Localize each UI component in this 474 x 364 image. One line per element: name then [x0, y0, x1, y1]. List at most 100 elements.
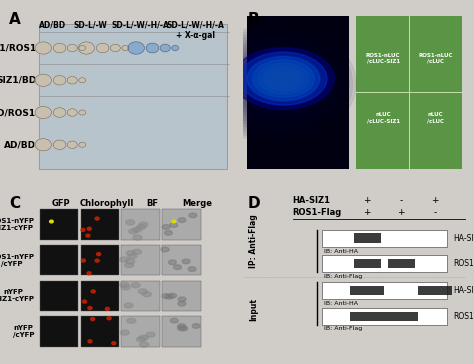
Text: IB: Anti-Flag: IB: Anti-Flag	[324, 274, 363, 279]
Ellipse shape	[137, 337, 146, 342]
Circle shape	[128, 42, 144, 54]
Ellipse shape	[133, 227, 142, 232]
Circle shape	[53, 140, 66, 150]
Ellipse shape	[240, 52, 327, 105]
Bar	[322, 282, 447, 299]
Circle shape	[67, 76, 77, 84]
Ellipse shape	[164, 230, 173, 235]
Bar	[162, 316, 201, 347]
Ellipse shape	[168, 260, 176, 265]
Ellipse shape	[120, 282, 129, 287]
Circle shape	[82, 300, 87, 303]
Text: D: D	[247, 196, 260, 211]
Circle shape	[231, 50, 322, 118]
Circle shape	[95, 259, 99, 262]
Text: AD/ROS1: AD/ROS1	[0, 108, 36, 117]
Text: Input: Input	[249, 298, 258, 321]
Circle shape	[172, 220, 175, 223]
Bar	[121, 209, 160, 240]
Ellipse shape	[124, 303, 133, 308]
Circle shape	[105, 307, 109, 310]
Bar	[322, 255, 447, 272]
Bar	[121, 316, 160, 347]
Bar	[384, 312, 418, 321]
Text: IB: Anti-HA: IB: Anti-HA	[324, 301, 358, 306]
Circle shape	[91, 290, 95, 293]
Circle shape	[228, 47, 325, 120]
Circle shape	[238, 55, 315, 112]
Circle shape	[225, 45, 329, 123]
Ellipse shape	[127, 318, 136, 323]
Circle shape	[78, 42, 94, 54]
Circle shape	[79, 110, 86, 115]
Bar	[350, 312, 384, 321]
Ellipse shape	[233, 48, 334, 110]
Bar	[121, 281, 160, 311]
Ellipse shape	[178, 301, 186, 306]
Ellipse shape	[126, 250, 135, 256]
Ellipse shape	[173, 265, 182, 269]
Circle shape	[53, 108, 66, 117]
Text: B: B	[247, 12, 259, 27]
Text: SIZ1/ROS1: SIZ1/ROS1	[0, 44, 36, 52]
Text: Chlorophyll: Chlorophyll	[80, 199, 134, 208]
Circle shape	[172, 46, 179, 51]
Bar	[322, 230, 447, 247]
Ellipse shape	[182, 259, 190, 264]
Circle shape	[160, 44, 170, 52]
Ellipse shape	[133, 235, 142, 240]
Bar	[81, 245, 119, 276]
Text: AD/BD: AD/BD	[4, 140, 36, 149]
Ellipse shape	[142, 292, 152, 297]
Circle shape	[79, 142, 86, 147]
Ellipse shape	[128, 254, 137, 259]
Ellipse shape	[138, 289, 147, 294]
Ellipse shape	[126, 220, 135, 225]
Ellipse shape	[170, 318, 178, 323]
Circle shape	[218, 40, 336, 128]
Bar	[418, 286, 452, 296]
Ellipse shape	[139, 335, 148, 340]
Text: SD-L/-W/-H/-A
+ X-α-gal: SD-L/-W/-H/-A + X-α-gal	[166, 21, 224, 40]
Circle shape	[35, 106, 51, 119]
Circle shape	[35, 74, 51, 86]
Ellipse shape	[274, 73, 292, 84]
Bar	[354, 233, 381, 243]
Ellipse shape	[269, 70, 298, 87]
Circle shape	[197, 24, 356, 143]
Text: SIZ1/BD: SIZ1/BD	[0, 76, 36, 85]
Bar	[40, 245, 78, 276]
Ellipse shape	[128, 229, 138, 234]
Text: AD/BD: AD/BD	[39, 21, 66, 30]
Text: Merge: Merge	[182, 199, 212, 208]
Circle shape	[245, 60, 309, 107]
Bar	[162, 209, 201, 240]
Circle shape	[110, 44, 120, 52]
Text: HA-SIZ1: HA-SIZ1	[454, 234, 474, 243]
Text: ROS1-Flag: ROS1-Flag	[454, 259, 474, 268]
Text: -: -	[434, 208, 437, 217]
Text: ROS1-nLUC
/cLUC-SIZ1: ROS1-nLUC /cLUC-SIZ1	[366, 53, 401, 64]
Text: BF: BF	[146, 199, 158, 208]
Circle shape	[95, 217, 99, 220]
Circle shape	[79, 78, 86, 83]
Ellipse shape	[133, 249, 142, 254]
Circle shape	[204, 29, 349, 138]
Text: SD-L/-W/-H/-A: SD-L/-W/-H/-A	[112, 21, 170, 30]
Text: +: +	[431, 196, 439, 205]
Ellipse shape	[169, 293, 177, 298]
Ellipse shape	[178, 324, 185, 328]
Text: +: +	[364, 208, 371, 217]
Circle shape	[67, 109, 77, 116]
Ellipse shape	[180, 326, 188, 331]
Bar	[350, 286, 384, 296]
Bar	[356, 16, 463, 169]
Circle shape	[242, 58, 312, 110]
Circle shape	[112, 342, 116, 345]
Circle shape	[53, 75, 66, 85]
Ellipse shape	[140, 342, 149, 347]
Ellipse shape	[253, 60, 314, 97]
Ellipse shape	[170, 223, 178, 228]
Circle shape	[53, 43, 66, 53]
Circle shape	[122, 46, 128, 51]
